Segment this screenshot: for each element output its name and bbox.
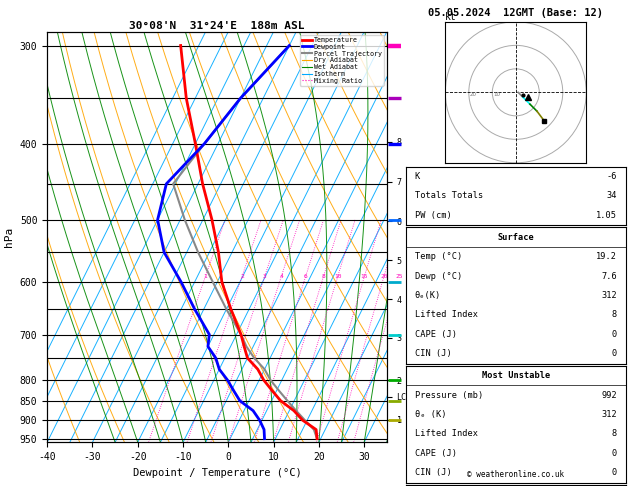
Text: 15: 15 [360, 274, 368, 278]
Text: 1.05: 1.05 [596, 211, 617, 220]
Text: 312: 312 [601, 291, 617, 300]
Text: CIN (J): CIN (J) [415, 469, 451, 477]
Text: 19.2: 19.2 [596, 252, 617, 261]
Text: Lifted Index: Lifted Index [415, 311, 477, 319]
Text: 7.6: 7.6 [601, 272, 617, 280]
Y-axis label: km
ASL: km ASL [415, 229, 434, 244]
Text: © weatheronline.co.uk: © weatheronline.co.uk [467, 469, 564, 479]
Text: CIN (J): CIN (J) [415, 349, 451, 358]
Text: K: K [415, 172, 420, 181]
Text: Most Unstable: Most Unstable [482, 371, 550, 380]
Text: 20: 20 [470, 92, 477, 97]
Text: 0: 0 [612, 449, 617, 458]
Y-axis label: hPa: hPa [4, 227, 14, 247]
Text: 34: 34 [606, 191, 617, 200]
Text: 0: 0 [612, 469, 617, 477]
Text: 10: 10 [494, 92, 501, 97]
Text: Lifted Index: Lifted Index [415, 430, 477, 438]
Text: 1: 1 [204, 274, 208, 278]
Text: 6: 6 [304, 274, 308, 278]
Text: 8: 8 [612, 311, 617, 319]
Text: θₑ (K): θₑ (K) [415, 410, 446, 419]
Text: Dewp (°C): Dewp (°C) [415, 272, 462, 280]
Text: 3: 3 [263, 274, 267, 278]
Text: 0: 0 [612, 349, 617, 358]
Text: 0: 0 [612, 330, 617, 339]
Text: 20: 20 [381, 274, 387, 278]
Text: 2: 2 [240, 274, 244, 278]
Text: CAPE (J): CAPE (J) [415, 449, 457, 458]
Text: 05.05.2024  12GMT (Base: 12): 05.05.2024 12GMT (Base: 12) [428, 8, 603, 18]
Text: 992: 992 [601, 391, 617, 399]
Text: 4: 4 [279, 274, 283, 278]
Text: Surface: Surface [498, 233, 534, 242]
Text: kt: kt [445, 12, 457, 22]
Text: Temp (°C): Temp (°C) [415, 252, 462, 261]
Text: -6: -6 [606, 172, 617, 181]
Text: 312: 312 [601, 410, 617, 419]
Text: 10: 10 [334, 274, 342, 278]
Title: 30°08'N  31°24'E  188m ASL: 30°08'N 31°24'E 188m ASL [129, 21, 305, 31]
Text: 8: 8 [321, 274, 325, 278]
Text: Totals Totals: Totals Totals [415, 191, 483, 200]
Text: 8: 8 [612, 430, 617, 438]
Text: Pressure (mb): Pressure (mb) [415, 391, 483, 399]
Text: θₑ(K): θₑ(K) [415, 291, 441, 300]
Text: PW (cm): PW (cm) [415, 211, 451, 220]
X-axis label: Dewpoint / Temperature (°C): Dewpoint / Temperature (°C) [133, 468, 301, 478]
Text: 25: 25 [396, 274, 403, 278]
Text: CAPE (J): CAPE (J) [415, 330, 457, 339]
Legend: Temperature, Dewpoint, Parcel Trajectory, Dry Adiabat, Wet Adiabat, Isotherm, Mi: Temperature, Dewpoint, Parcel Trajectory… [299, 35, 384, 86]
